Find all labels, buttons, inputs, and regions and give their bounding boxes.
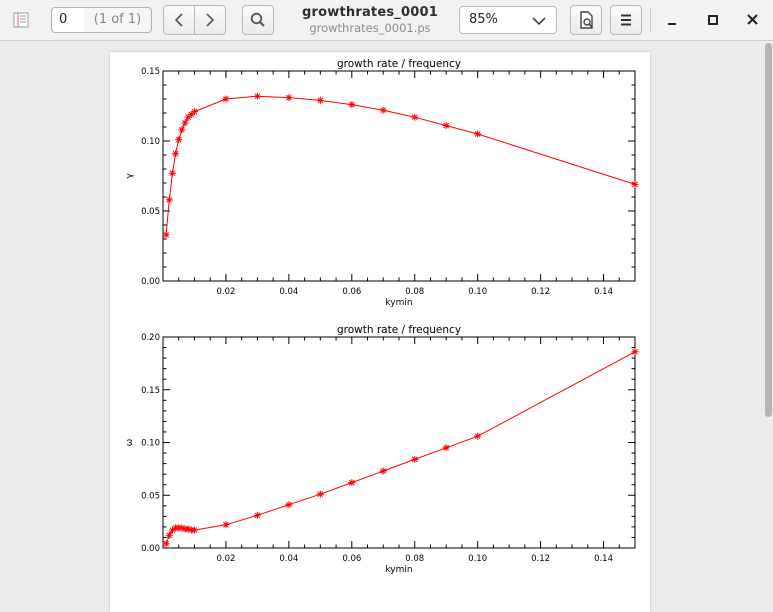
data-point <box>162 540 170 548</box>
data-point <box>379 106 387 114</box>
zoom-value: 85% <box>469 12 498 27</box>
annotate-icon <box>580 11 593 29</box>
data-point <box>411 113 419 121</box>
toolbar-separator <box>650 8 651 32</box>
series-line <box>165 95 636 235</box>
document-page: growth rate / frequency 0.02 0.04 0.06 0.08 0… <box>110 52 650 612</box>
header-bar: 0 (1 of 1) growthrates_0001 growthrates_… <box>0 0 773 41</box>
menu-button[interactable] <box>610 5 642 35</box>
hamburger-menu-icon <box>621 14 631 26</box>
x-tick-label: 0.08 <box>405 287 424 297</box>
close-button[interactable] <box>743 10 763 30</box>
x-tick-label: 0.02 <box>216 287 235 297</box>
y-tick-label: 0.00 <box>141 544 160 554</box>
x-tick-label: 0.04 <box>279 554 298 564</box>
x-tick-label: 0.02 <box>216 554 235 564</box>
data-point <box>175 136 183 144</box>
x-tick-label: 0.14 <box>594 554 613 564</box>
data-point <box>172 150 180 158</box>
y-tick-label: 0.05 <box>141 491 160 501</box>
y-tick-label: 0.05 <box>141 207 160 217</box>
y-tick-label: 0.10 <box>141 137 160 147</box>
next-page-button[interactable] <box>194 5 226 35</box>
data-point <box>348 101 356 109</box>
data-point <box>631 348 639 356</box>
minimize-icon <box>668 23 676 25</box>
x-tick-label: 0.10 <box>468 554 487 564</box>
y-tick-label: 0.20 <box>141 333 160 343</box>
data-point <box>411 455 419 463</box>
data-point <box>178 126 186 134</box>
document-subtitle: growthrates_0001.ps <box>309 21 431 35</box>
frequency-chart: growth rate / frequency 0.02 0.04 0.06 0.08 0… <box>125 324 639 575</box>
maximize-icon <box>708 15 718 25</box>
data-point <box>285 94 293 102</box>
data-point <box>379 467 387 475</box>
data-point <box>181 119 189 127</box>
chevron-right-icon <box>206 13 215 27</box>
y-axis-label: γ <box>125 173 135 179</box>
y-tick-label: 0.15 <box>141 386 160 396</box>
chevron-left-icon <box>174 13 183 27</box>
annotations-button[interactable] <box>570 5 602 35</box>
data-point <box>162 231 170 239</box>
search-icon <box>250 12 265 27</box>
close-icon <box>747 14 758 25</box>
page-count-label: (1 of 1) <box>84 7 152 33</box>
data-point <box>442 444 450 452</box>
page-number-input[interactable]: 0 <box>51 7 85 33</box>
y-axis-label: ω <box>125 439 135 447</box>
plot-frame <box>162 336 636 549</box>
data-point <box>253 92 261 100</box>
x-tick-label: 0.06 <box>342 287 361 297</box>
data-point <box>165 196 173 204</box>
series-line <box>165 351 636 544</box>
data-point <box>474 432 482 440</box>
sidebar-toggle-button[interactable] <box>6 6 36 34</box>
x-tick-label: 0.12 <box>531 554 550 564</box>
x-tick-label: 0.10 <box>468 287 487 297</box>
data-point <box>190 526 198 534</box>
x-tick-label: 0.06 <box>342 554 361 564</box>
data-point <box>442 122 450 130</box>
data-point <box>222 521 230 529</box>
data-point <box>316 96 324 104</box>
maximize-button[interactable] <box>703 10 723 30</box>
x-tick-label: 0.08 <box>405 554 424 564</box>
document-title: growthrates_0001 <box>302 5 438 20</box>
x-axis-label: kymin <box>385 565 412 575</box>
data-point <box>222 95 230 103</box>
y-tick-label: 0.15 <box>141 67 160 77</box>
growth-rate-chart: growth rate / frequency 0.02 0.04 0.06 0.08 0… <box>125 58 639 308</box>
search-button[interactable] <box>242 5 274 35</box>
x-tick-label: 0.14 <box>594 287 613 297</box>
zoom-select[interactable]: 85% <box>459 6 557 34</box>
previous-page-button[interactable] <box>163 5 195 35</box>
data-point <box>253 511 261 519</box>
vertical-scrollbar[interactable] <box>765 43 772 417</box>
data-point <box>474 130 482 138</box>
minimize-button[interactable] <box>663 10 683 30</box>
data-point <box>184 525 192 533</box>
document-view[interactable]: growth rate / frequency 0.02 0.04 0.06 0.08 0… <box>0 41 773 612</box>
chart-title: growth rate / frequency <box>337 324 461 336</box>
x-tick-label: 0.12 <box>531 287 550 297</box>
chart-title: growth rate / frequency <box>337 58 461 70</box>
chevron-down-icon <box>532 17 546 26</box>
data-point <box>168 169 176 177</box>
data-point <box>190 108 198 116</box>
x-axis-label: kymin <box>385 298 412 308</box>
document-title-block: growthrates_0001 growthrates_0001.ps <box>290 5 450 35</box>
data-point <box>631 180 639 188</box>
y-tick-label: 0.00 <box>141 277 160 287</box>
data-point <box>348 479 356 487</box>
data-point <box>285 501 293 509</box>
y-tick-label: 0.10 <box>141 439 160 449</box>
data-point <box>316 490 324 498</box>
x-tick-label: 0.04 <box>279 287 298 297</box>
plot-frame <box>162 70 636 282</box>
sidebar-icon <box>13 12 29 28</box>
data-point <box>165 531 173 539</box>
